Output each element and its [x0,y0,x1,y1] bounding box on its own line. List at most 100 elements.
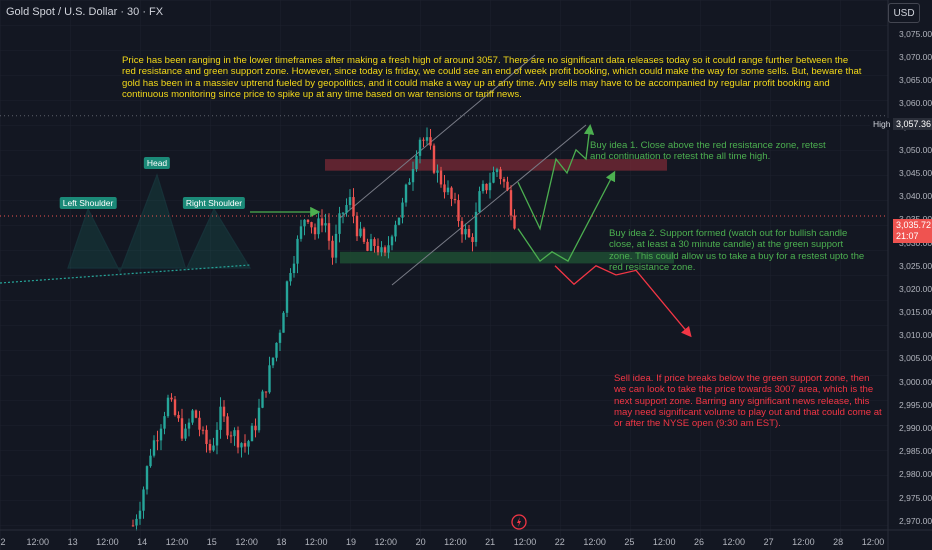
candle-body [296,238,299,264]
candle-body [173,399,177,415]
candle-body [289,273,292,282]
candle-body [222,406,226,417]
time-tick-label: 12:00 [861,537,885,547]
candle-body [390,236,394,246]
buy-idea-2-note: Buy idea 2. Support formed (watch out fo… [609,228,865,273]
channel-lower-line [391,124,587,286]
candle-body [149,455,152,467]
candle-body [317,218,320,235]
channel-upper-line [339,54,536,219]
candle-body [135,518,138,526]
candle-body [362,228,366,242]
candle-body [299,226,303,239]
price-tick-label: 3,050.00 [899,144,932,155]
time-tick-label: 12:00 [235,537,258,547]
head-label: Head [143,157,171,169]
candle-body [257,407,261,431]
candle-body [457,200,460,222]
candle-body [254,425,257,431]
candle-body [450,187,453,199]
candle-body [373,239,376,246]
candle-body [303,219,306,227]
time-tick-label: 19 [345,537,357,547]
buy-idea-2-projection [517,170,616,263]
candle-body [397,217,401,225]
candle-body [219,406,222,430]
time-tick-label: 12:00 [722,537,746,547]
time-tick-label: 12:00 [304,537,328,547]
sell-idea-note: Sell idea. If price breaks below the gre… [614,373,882,430]
candle-body [159,428,163,441]
candle-body [163,416,166,429]
candle-body [415,155,418,170]
candle-body [460,221,464,235]
candle-body [156,440,159,442]
candle-body [411,169,415,183]
candle-body [474,211,478,242]
time-tick-label: 26 [693,537,705,547]
candle-body [488,182,492,191]
buy-idea-1-projection [517,124,595,231]
chart-title: Gold Spot / U.S. Dollar · 30 · FX [6,6,164,18]
candle-body [212,445,215,451]
time-tick-label: 12:00 [583,537,606,547]
sell-idea-projection [554,264,692,338]
candle-body [250,425,254,442]
candle-body [453,198,457,201]
candle-body [369,239,373,251]
candle-body [226,416,229,436]
time-tick-label: 21 [485,537,496,547]
currency-button[interactable]: USD [888,3,920,23]
candle-body [229,435,233,437]
time-tick-label: 25 [624,537,635,547]
candle-body [194,410,198,418]
candle-body [264,391,268,393]
price-tick-label: 2,970.00 [899,515,932,526]
time-tick-label: 12:00 [444,537,467,547]
candle-body [485,183,488,191]
price-tick-label: 3,025.00 [899,260,932,271]
replay-icon[interactable] [511,514,527,530]
candle-body [513,215,516,229]
price-tick-label: 3,075.00 [899,28,932,39]
time-tick-label: 28 [833,537,844,547]
left-shoulder-label: Left Shoulder [59,197,117,209]
candle-body [359,228,362,237]
candle-body [436,170,439,173]
candle-body [184,428,187,439]
candle-body [366,241,369,251]
price-tick-label: 3,060.00 [899,98,932,109]
candle-body [268,365,271,393]
candle-body [464,228,467,235]
current-price-value: 3,035.72 [896,220,932,230]
time-tick-label: 18 [276,537,287,547]
price-tick-label: 3,065.00 [899,75,932,86]
candle-body [502,179,506,182]
price-tick-label: 3,040.00 [899,191,932,202]
candle-body [509,190,513,216]
main-analysis-note: Price has been ranging in the lower time… [122,55,862,100]
candle-body [278,332,282,343]
candle-body [201,429,205,431]
candle-body [131,525,135,527]
time-tick-label: 27 [763,537,774,547]
time-tick-label: 12:00 [652,537,676,547]
candle-body [180,418,184,439]
candle-body [170,397,173,400]
candle-body [236,430,240,448]
candle-body [292,263,296,274]
price-tick-label: 3,015.00 [899,307,932,318]
candle-body [383,247,387,253]
candle-body [334,233,338,258]
support-zone [340,251,674,264]
candle-body [324,223,327,226]
price-tick-label: 3,005.00 [899,353,932,364]
candle-body [243,443,247,447]
candle-body [306,219,310,223]
time-tick-label: 12:00 [26,537,50,547]
price-tick-label: 2,975.00 [899,492,932,503]
candle-body [142,489,145,511]
candle-body [327,223,331,241]
candle-body [443,184,446,193]
